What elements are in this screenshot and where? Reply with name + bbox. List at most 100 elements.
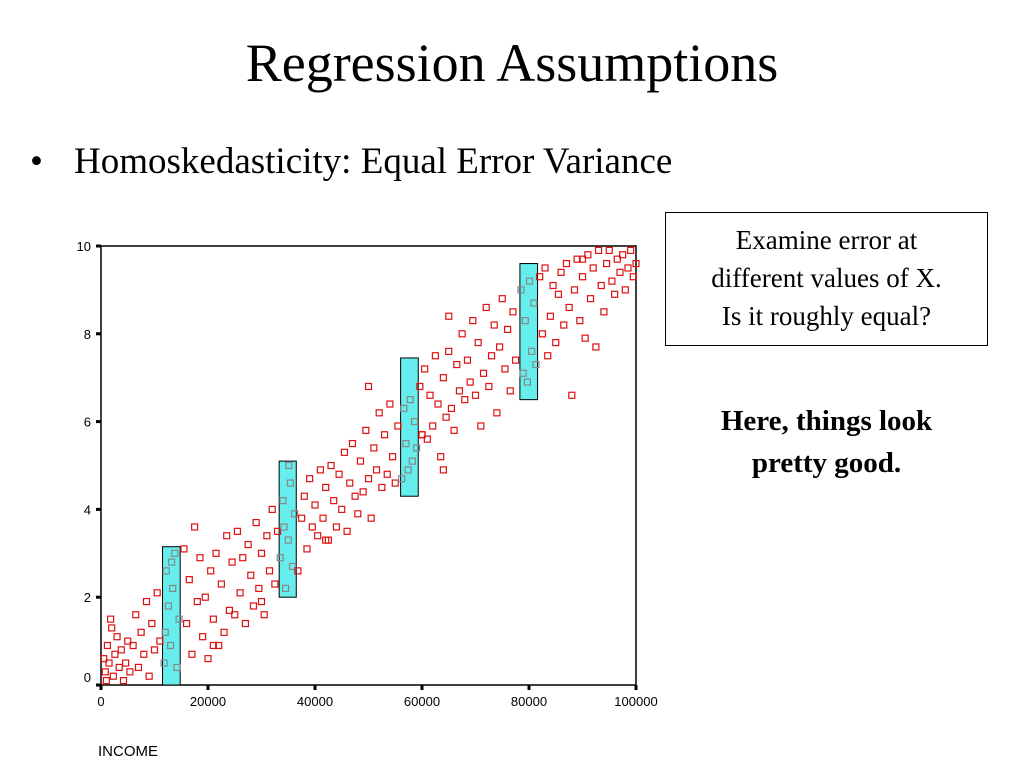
data-point	[487, 352, 496, 360]
y-tick-label: 6	[84, 415, 91, 430]
data-point	[439, 466, 447, 474]
data-point	[584, 251, 592, 259]
data-point	[288, 562, 297, 571]
x-tick-label: 60000	[404, 694, 440, 709]
y-tick-label: 4	[84, 502, 91, 517]
data-point	[228, 558, 236, 566]
data-point	[597, 281, 605, 290]
data-point	[367, 514, 375, 522]
data-point	[410, 418, 419, 426]
y-tick-label: 2	[84, 590, 91, 605]
data-point	[501, 365, 509, 373]
data-point	[268, 505, 276, 513]
data-point	[624, 264, 632, 272]
data-point	[573, 255, 581, 263]
data-point	[300, 492, 308, 500]
data-point	[600, 308, 608, 316]
data-point	[461, 396, 469, 404]
data-point	[109, 672, 117, 680]
data-point	[521, 317, 529, 325]
data-point	[498, 295, 506, 303]
data-point	[394, 422, 402, 430]
data-point	[164, 602, 173, 610]
data-point	[356, 457, 365, 465]
data-point	[156, 637, 164, 645]
data-point	[375, 409, 383, 417]
data-point	[413, 444, 421, 452]
data-point	[416, 382, 424, 391]
data-point	[383, 470, 391, 478]
data-point	[185, 576, 193, 584]
data-point	[217, 580, 225, 588]
data-point	[273, 527, 282, 535]
data-point	[322, 536, 330, 544]
data-point	[434, 400, 442, 408]
data-point	[565, 303, 573, 312]
data-point	[162, 567, 170, 575]
data-point	[455, 387, 464, 395]
data-point	[528, 347, 536, 355]
data-point	[629, 273, 637, 281]
data-point	[153, 589, 161, 597]
data-point	[372, 466, 381, 474]
data-point	[450, 426, 458, 434]
data-point	[378, 483, 386, 492]
data-point	[117, 646, 125, 654]
data-point	[549, 281, 557, 290]
data-point	[249, 602, 258, 610]
data-point	[359, 488, 367, 496]
data-point	[466, 378, 474, 386]
data-point	[233, 527, 242, 535]
data-point	[493, 409, 501, 417]
data-point	[220, 628, 228, 636]
data-point	[196, 554, 204, 562]
conclusion-line: pretty good.	[751, 447, 902, 479]
data-point	[257, 597, 266, 606]
data-point	[111, 650, 119, 658]
data-point	[431, 352, 439, 360]
data-point	[332, 523, 340, 531]
y-tick-label: 8	[84, 327, 91, 342]
x-tick-label: 20000	[190, 694, 226, 709]
data-point	[175, 615, 183, 623]
callout-box: Examine error at different values of X. …	[665, 212, 988, 346]
callout-line: different values of X.	[711, 263, 942, 293]
data-point	[423, 435, 431, 443]
data-point	[343, 527, 351, 535]
data-point	[314, 532, 322, 540]
data-point	[621, 286, 629, 294]
data-point	[279, 497, 287, 505]
data-point	[316, 466, 324, 474]
data-point	[541, 264, 549, 272]
data-point	[506, 387, 514, 395]
data-point	[578, 255, 587, 263]
data-point	[445, 347, 453, 355]
data-point	[463, 356, 472, 364]
callout-line: Is it roughly equal?	[721, 301, 932, 331]
data-point	[126, 668, 134, 676]
data-point	[608, 277, 616, 285]
data-point	[160, 659, 168, 667]
data-point	[364, 382, 373, 391]
data-point	[327, 461, 335, 470]
data-point	[148, 619, 156, 628]
plot-frame	[100, 245, 637, 686]
data-point	[284, 536, 292, 544]
data-point	[391, 479, 399, 487]
data-point	[193, 597, 201, 606]
data-point	[241, 619, 250, 628]
data-point	[592, 343, 600, 351]
data-point	[142, 597, 151, 606]
data-point	[188, 650, 196, 658]
data-point	[244, 540, 252, 549]
data-point	[115, 663, 123, 672]
data-point	[586, 295, 595, 303]
callout-line: Examine error at	[735, 225, 918, 255]
data-point	[532, 360, 540, 369]
data-point	[619, 251, 627, 259]
data-point	[340, 448, 349, 456]
data-point	[589, 264, 597, 272]
data-point	[105, 659, 113, 667]
data-point	[509, 308, 517, 316]
data-point	[191, 523, 199, 531]
